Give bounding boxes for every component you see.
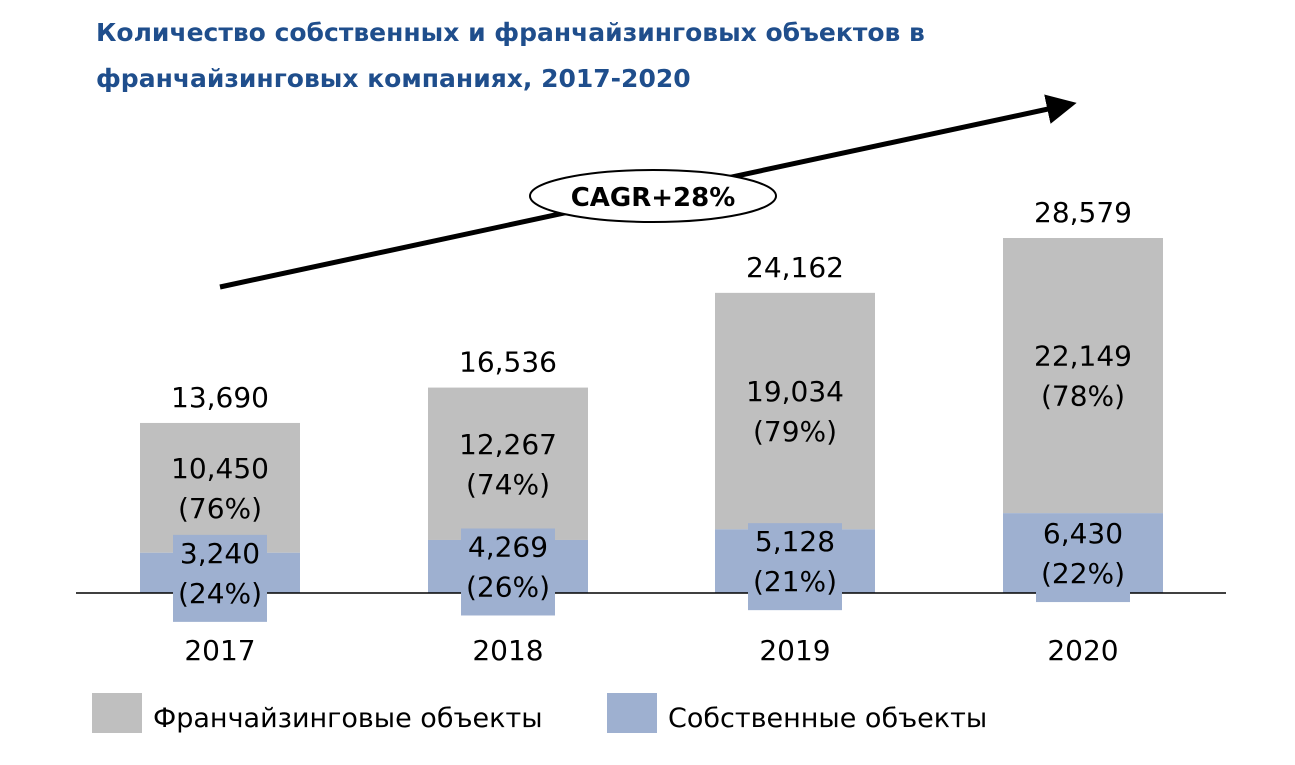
label-franchise-share-2017: (76%): [178, 492, 262, 525]
label-own-background-2020: [1036, 515, 1130, 603]
label-own-background-2018: [461, 528, 555, 616]
label-total-2020: 28,579: [1034, 196, 1132, 229]
legend-swatch-franchise: [92, 693, 142, 733]
x-tick-label-2020: 2020: [1047, 634, 1118, 667]
x-tick-label-2019: 2019: [759, 634, 830, 667]
bar-franchise-2018: [428, 387, 588, 540]
bar-franchise-2017: [140, 422, 300, 553]
label-franchise-value-2017: 10,450: [171, 452, 269, 485]
legend-swatch-own: [607, 693, 657, 733]
label-own-share-2017: (24%): [178, 577, 262, 610]
label-franchise-value-2019: 19,034: [746, 375, 844, 408]
label-own-share-2018: (26%): [466, 570, 550, 603]
label-franchise-share-2019: (79%): [753, 415, 837, 448]
bars-layer: [140, 238, 1163, 593]
x-tick-label-2018: 2018: [472, 634, 543, 667]
chart-title: Количество собственных и франчайзинговых…: [96, 10, 1096, 102]
chart-title-line-1: Количество собственных и франчайзинговых…: [96, 18, 925, 47]
label-franchise-value-2018: 12,267: [459, 428, 557, 461]
bar-franchise-2020: [1003, 238, 1163, 514]
label-own-value-2017: 3,240: [180, 537, 260, 570]
label-own-background-2017: [173, 534, 267, 622]
label-franchise-value-2020: 22,149: [1034, 340, 1132, 373]
label-total-2017: 13,690: [171, 381, 269, 414]
labels-layer: 10,450 (76%) 3,240 (24%) 13,690 2017 12,267 (74…: [171, 196, 1132, 667]
label-franchise-share-2020: (78%): [1041, 380, 1125, 413]
legend-label-own: Собственные объекты: [668, 703, 987, 734]
label-total-2019: 24,162: [746, 251, 844, 284]
label-franchise-share-2018: (74%): [466, 468, 550, 501]
legend: Франчайзинговые объекты Собственные объек…: [92, 693, 987, 734]
label-own-share-2019: (21%): [753, 565, 837, 598]
cagr-callout: CAGR+28%: [529, 169, 777, 223]
label-own-share-2020: (22%): [1041, 557, 1125, 590]
bar-franchise-2019: [715, 292, 875, 530]
legend-label-franchise: Франчайзинговые объекты: [153, 703, 543, 734]
chart-title-line-2: франчайзинговых компаниях, 2017-2020: [96, 64, 691, 93]
x-tick-label-2017: 2017: [184, 634, 255, 667]
label-own-value-2019: 5,128: [755, 525, 835, 558]
label-own-value-2018: 4,269: [468, 530, 548, 563]
label-own-background-2019: [748, 523, 842, 611]
cagr-label: CAGR+28%: [571, 183, 736, 213]
cagr-ellipse: [529, 169, 777, 223]
label-own-value-2020: 6,430: [1043, 517, 1123, 550]
label-total-2018: 16,536: [459, 346, 557, 379]
